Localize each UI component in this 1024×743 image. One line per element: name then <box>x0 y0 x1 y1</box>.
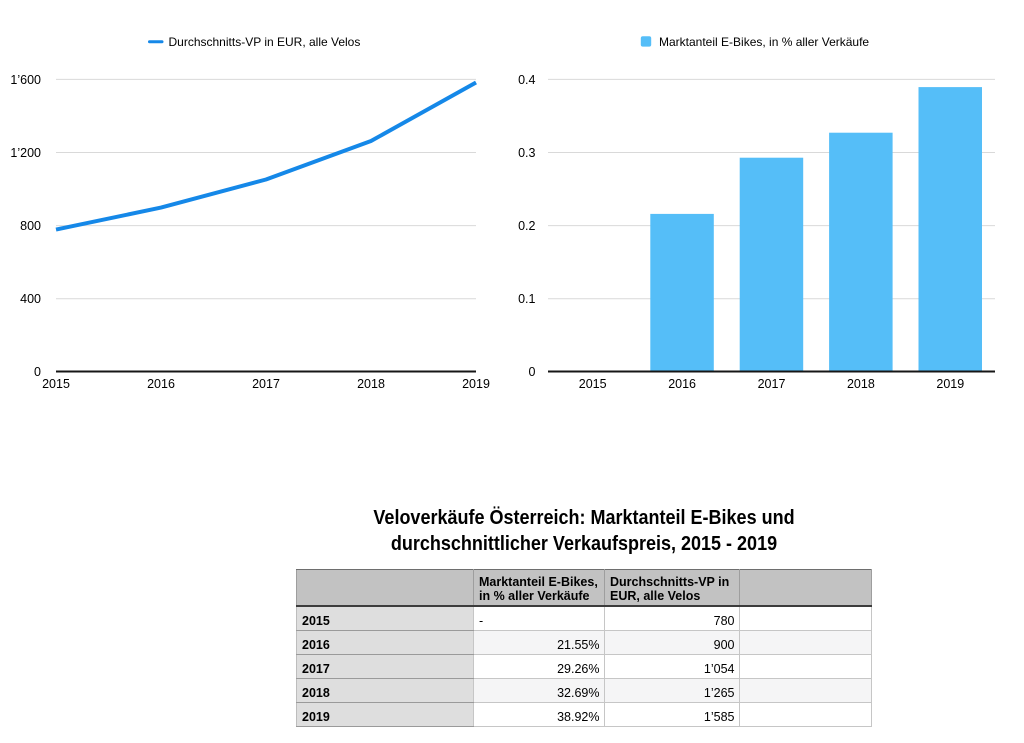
svg-text:2016: 2016 <box>668 377 696 391</box>
svg-text:2015: 2015 <box>579 377 607 391</box>
svg-text:400: 400 <box>20 292 41 306</box>
svg-text:0.2: 0.2 <box>518 219 535 233</box>
svg-text:Durchschnitts-VP in EUR, alle: Durchschnitts-VP in EUR, alle Velos <box>169 35 361 49</box>
svg-text:2017: 2017 <box>758 377 786 391</box>
svg-text:0.4: 0.4 <box>518 73 535 87</box>
svg-text:2018: 2018 <box>357 377 385 391</box>
svg-text:0.3: 0.3 <box>518 146 535 160</box>
svg-text:2018: 2018 <box>847 377 875 391</box>
svg-text:2019: 2019 <box>462 377 490 391</box>
svg-text:2019: 2019 <box>936 377 964 391</box>
svg-text:0.1: 0.1 <box>518 292 535 306</box>
svg-text:Marktanteil E-Bikes, in % alle: Marktanteil E-Bikes, in % aller Verkäufe <box>659 35 869 49</box>
svg-text:1’200: 1’200 <box>10 146 41 160</box>
svg-text:2015: 2015 <box>42 377 70 391</box>
svg-text:800: 800 <box>20 219 41 233</box>
svg-text:1’600: 1’600 <box>10 73 41 87</box>
svg-text:0: 0 <box>34 365 41 379</box>
svg-text:0: 0 <box>529 365 536 379</box>
svg-text:2017: 2017 <box>252 377 280 391</box>
svg-text:2016: 2016 <box>147 377 175 391</box>
